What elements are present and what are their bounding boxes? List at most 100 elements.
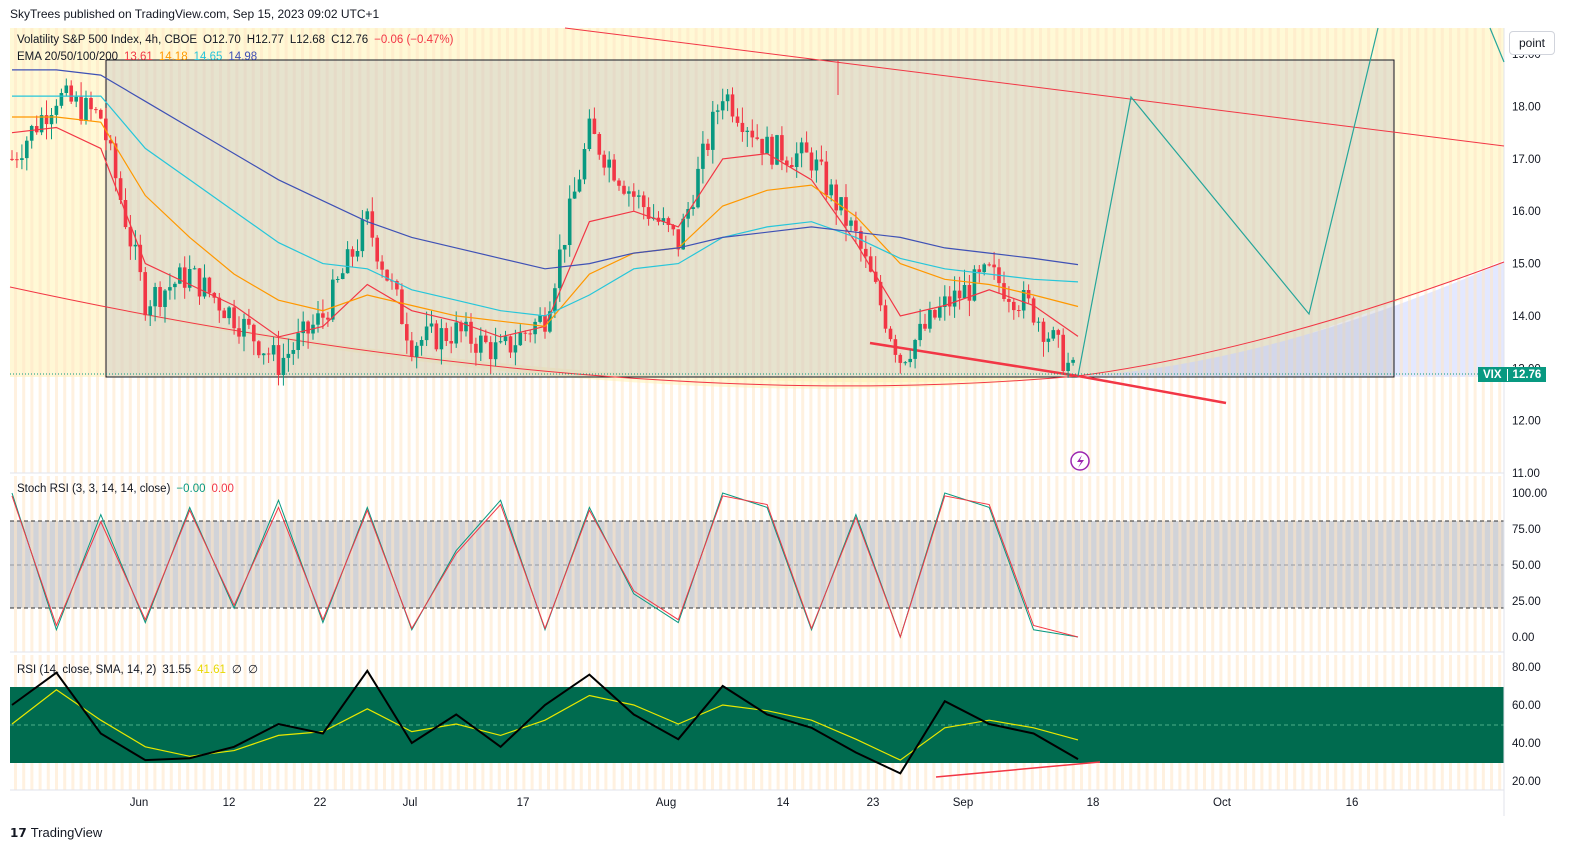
candle[interactable] [15, 159, 19, 161]
candle[interactable] [44, 115, 49, 125]
candle[interactable] [775, 135, 779, 165]
candle[interactable] [1051, 330, 1056, 339]
candle[interactable] [913, 340, 917, 359]
candle[interactable] [607, 159, 611, 168]
ema-label[interactable]: EMA 20/50/100/200 [17, 51, 119, 63]
candle[interactable] [266, 353, 271, 355]
candle[interactable] [868, 256, 873, 272]
candle[interactable] [29, 126, 34, 141]
candle[interactable] [725, 94, 730, 102]
candle[interactable] [558, 249, 562, 289]
candle[interactable] [765, 136, 769, 154]
candle[interactable] [745, 130, 750, 132]
candle[interactable] [908, 358, 912, 363]
candle[interactable] [962, 285, 967, 299]
candle[interactable] [395, 281, 399, 290]
tradingview-brand[interactable]: 𝟭𝟳 TradingView [10, 825, 102, 840]
candle[interactable] [469, 321, 473, 344]
candle[interactable] [528, 333, 532, 335]
candle[interactable] [306, 321, 310, 334]
candle[interactable] [133, 244, 138, 247]
candle[interactable] [503, 336, 508, 342]
candle[interactable] [686, 209, 690, 219]
candle[interactable] [957, 290, 962, 299]
candle[interactable] [637, 195, 641, 197]
candle[interactable] [350, 249, 355, 257]
candle[interactable] [479, 335, 483, 353]
support-line[interactable] [869, 341, 1079, 378]
candle[interactable] [676, 229, 681, 250]
candle[interactable] [829, 184, 833, 196]
candle[interactable] [854, 220, 858, 232]
candle[interactable] [498, 341, 503, 343]
candle[interactable] [178, 267, 182, 284]
candle[interactable] [794, 153, 799, 167]
candle[interactable] [1021, 290, 1026, 311]
candle[interactable] [1041, 321, 1046, 342]
candle[interactable] [212, 292, 217, 298]
candle[interactable] [943, 296, 947, 307]
candle[interactable] [646, 207, 651, 219]
candle[interactable] [755, 137, 759, 139]
candle[interactable] [84, 98, 88, 121]
candle[interactable] [671, 225, 676, 230]
candle[interactable] [1007, 299, 1011, 302]
candle[interactable] [64, 85, 69, 94]
candle[interactable] [192, 268, 197, 270]
candle[interactable] [286, 353, 291, 358]
candle[interactable] [903, 362, 908, 364]
candle[interactable] [602, 154, 606, 168]
candle[interactable] [508, 336, 513, 353]
candle[interactable] [69, 85, 73, 102]
candle[interactable] [992, 264, 996, 268]
candle[interactable] [113, 143, 118, 179]
candle[interactable] [982, 264, 986, 273]
candle[interactable] [582, 149, 587, 180]
candle[interactable] [740, 122, 745, 132]
candle[interactable] [261, 353, 266, 356]
candle[interactable] [434, 323, 439, 350]
candle[interactable] [335, 279, 340, 280]
candle[interactable] [484, 335, 488, 343]
candle[interactable] [153, 287, 157, 307]
candle[interactable] [355, 251, 360, 257]
candle[interactable] [138, 244, 143, 273]
candle[interactable] [414, 345, 419, 357]
candle[interactable] [429, 323, 434, 327]
candle[interactable] [454, 322, 458, 344]
candle[interactable] [237, 328, 241, 337]
candle[interactable] [360, 219, 365, 252]
candle[interactable] [340, 273, 345, 279]
candle[interactable] [735, 116, 740, 123]
candle[interactable] [770, 136, 774, 165]
candle[interactable] [1066, 362, 1070, 371]
candle[interactable] [59, 93, 64, 106]
candle[interactable] [197, 268, 202, 297]
candle[interactable] [493, 342, 498, 360]
candle[interactable] [947, 296, 952, 307]
rsi-label[interactable]: RSI (14, close, SMA, 14, 2) [17, 664, 157, 676]
candle[interactable] [780, 135, 784, 161]
candle[interactable] [533, 321, 537, 335]
price-axis[interactable]: 19.0018.0017.0016.0015.0014.0013.0012.00… [1512, 49, 1541, 480]
candle[interactable] [148, 306, 152, 316]
candle[interactable] [316, 313, 320, 325]
candle[interactable] [538, 315, 542, 322]
candle[interactable] [49, 115, 54, 125]
candle[interactable] [632, 191, 636, 197]
candle[interactable] [321, 313, 325, 318]
candle[interactable] [790, 165, 794, 167]
candle[interactable] [276, 345, 281, 375]
candle[interactable] [439, 328, 444, 350]
candle[interactable] [291, 350, 296, 354]
candle[interactable] [1017, 310, 1021, 311]
candle[interactable] [182, 267, 187, 288]
candle[interactable] [409, 340, 414, 357]
candle[interactable] [933, 310, 937, 318]
candle[interactable] [488, 342, 493, 360]
candle[interactable] [118, 178, 123, 200]
candle[interactable] [691, 207, 695, 209]
projection-path[interactable] [1077, 27, 1379, 377]
candle[interactable] [444, 328, 449, 341]
candle[interactable] [696, 168, 700, 208]
